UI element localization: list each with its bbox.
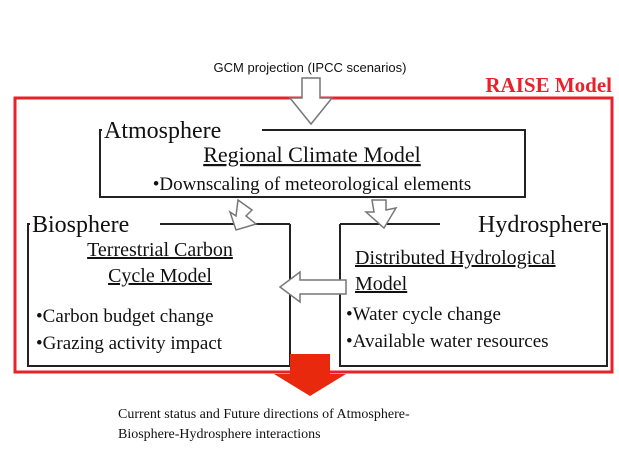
input-arrow (288, 77, 334, 126)
arrow-hydro-to-bio (278, 270, 347, 304)
label-bg (440, 212, 602, 236)
atmosphere-box (99, 129, 526, 198)
model-title: Terrestrial Carbon (87, 239, 233, 261)
sphere-label: Hydrosphere (478, 212, 602, 238)
model-title: Regional Climate Model (203, 142, 421, 167)
model-title: Model (355, 273, 408, 295)
label-bg (102, 118, 262, 142)
bullet-item: •Grazing activity impact (36, 333, 223, 354)
arrow-to-hydrosphere (364, 199, 398, 230)
bullet-item: •Water cycle change (346, 304, 501, 325)
bullet-item: •Carbon budget change (36, 306, 214, 327)
model-label: RAISE Model (485, 73, 612, 97)
output-text: Biosphere-Hydrosphere interactions (118, 427, 321, 442)
arrow-to-biosphere (228, 198, 258, 231)
output-text: Current status and Future directions of … (118, 407, 410, 422)
model-title: Cycle Model (108, 265, 212, 287)
model-title: Distributed Hydrological (355, 247, 556, 269)
bullet-item: •Available water resources (346, 331, 549, 352)
label-bg (30, 212, 160, 236)
output-arrow (274, 354, 346, 396)
sphere-label: Biosphere (32, 212, 129, 238)
sphere-label: Atmosphere (104, 118, 221, 144)
input-label: GCM projection (IPCC scenarios) (214, 60, 407, 75)
bullet-item: •Downscaling of meteorological elements (153, 174, 471, 195)
